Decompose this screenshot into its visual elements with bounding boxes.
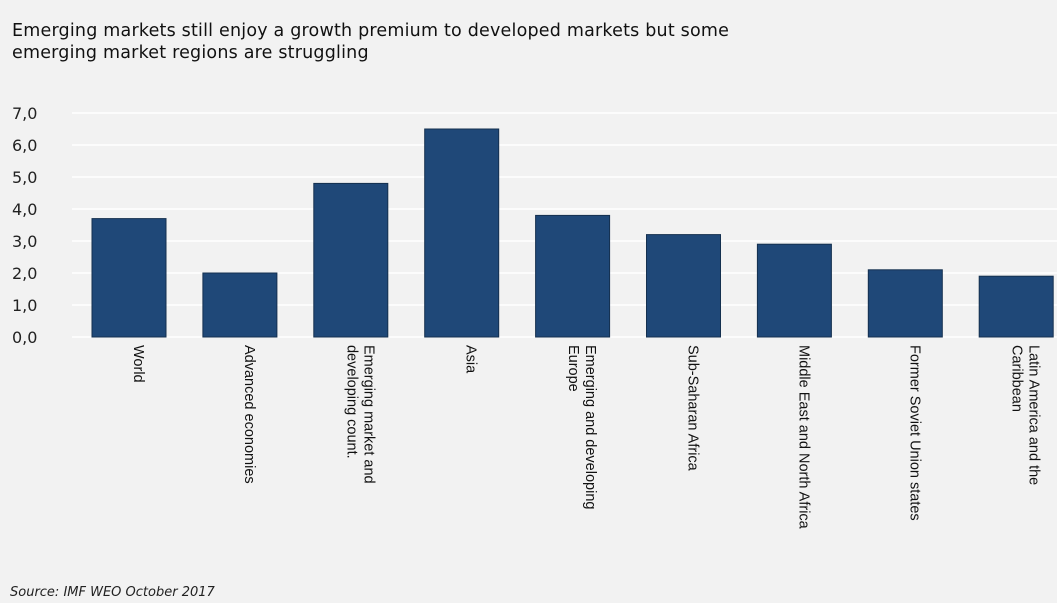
x-tick-label: Advanced economies: [241, 345, 257, 484]
y-tick-label: 0,0: [12, 328, 37, 347]
source-note: Source: IMF WEO October 2017: [10, 585, 215, 600]
title-line: emerging market regions are struggling: [12, 43, 369, 63]
x-tick-label: developing count.: [343, 345, 359, 459]
x-tick-label: Middle East and North Africa: [795, 345, 811, 530]
bar: [91, 218, 167, 338]
x-tick-label: Europe: [565, 345, 581, 392]
y-tick-label: 7,0: [12, 104, 37, 123]
bar: [646, 234, 721, 338]
x-tick-label: World: [130, 345, 146, 383]
x-tick-label: Emerging market and: [360, 345, 376, 484]
bar: [424, 128, 500, 338]
title-line: Emerging markets still enjoy a growth pr…: [12, 21, 730, 41]
y-tick-label: 4,0: [12, 200, 37, 219]
y-tick-label: 2,0: [12, 264, 37, 283]
y-tick-label: 6,0: [12, 136, 37, 155]
x-tick-label: Latin America and the: [1026, 345, 1042, 485]
bar: [756, 243, 832, 338]
x-tick-label: Former Soviet Union states: [906, 345, 922, 521]
y-tick-label: 5,0: [12, 168, 37, 187]
bar: [313, 182, 389, 338]
x-tick-label: Caribbean: [1009, 345, 1025, 412]
bar: [535, 214, 611, 338]
x-tick-label: Asia: [463, 345, 479, 374]
x-tick-label: Emerging and developing: [582, 345, 598, 509]
chart-title: Emerging markets still enjoy a growth pr…: [12, 20, 729, 64]
bar: [867, 269, 943, 338]
y-tick-label: 1,0: [12, 296, 37, 315]
bar: [978, 275, 1054, 338]
bar: [202, 272, 278, 338]
y-tick-label: 3,0: [12, 232, 37, 251]
x-tick-label: Sub-Saharan Africa: [685, 345, 701, 472]
